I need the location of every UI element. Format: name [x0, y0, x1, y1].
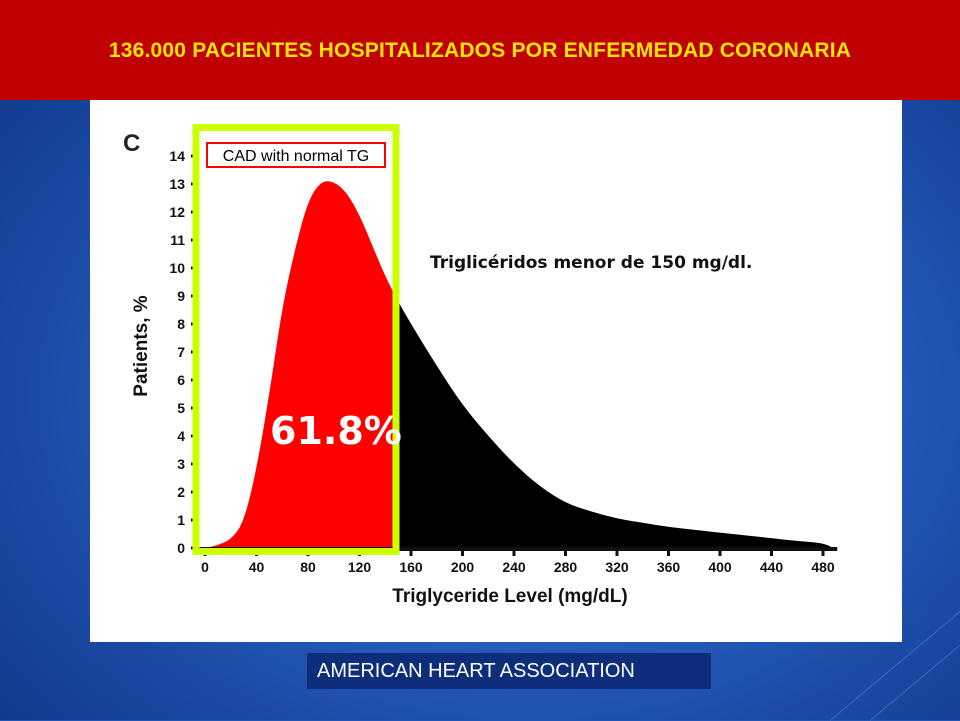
y-tick-label: 4	[177, 428, 185, 444]
y-tick-label: 12	[169, 204, 185, 220]
triglyceride-annotation: Triglicéridos menor de 150 mg/dl.	[430, 253, 752, 273]
y-tick-label: 14	[169, 148, 185, 164]
x-tick-label: 160	[399, 559, 423, 575]
x-axis-label: Triglyceride Level (mg/dL)	[392, 586, 627, 607]
x-tick-label: 440	[760, 559, 784, 575]
x-tick-label: 240	[502, 559, 526, 575]
chart-panel: 0 40 80 120 160 200 240 280 320 360 400 440 480 0 1 2 3 4…	[90, 100, 902, 642]
normal-tg-highlight-box	[192, 124, 400, 555]
x-tick-label: 40	[249, 559, 265, 575]
source-credit: AMERICAN HEART ASSOCIATION	[307, 653, 711, 689]
x-tick-label: 0	[201, 559, 209, 575]
y-tick-label: 6	[177, 372, 185, 388]
x-tick-label: 480	[811, 559, 835, 575]
y-tick-label: 1	[177, 512, 185, 528]
y-tick-label: 5	[177, 400, 185, 416]
slide-title: 136.000 PACIENTES HOSPITALIZADOS POR ENF…	[108, 39, 852, 62]
y-tick-label: 11	[170, 232, 185, 248]
highlight-percentage: 61.8%	[270, 409, 402, 453]
title-bar: 136.000 PACIENTES HOSPITALIZADOS POR ENF…	[0, 0, 960, 100]
legend-box	[206, 142, 386, 168]
x-tick-label: 400	[708, 559, 732, 575]
x-tick-label: 320	[605, 559, 629, 575]
y-tick-label: 8	[177, 316, 185, 332]
distribution-area-below-150	[205, 181, 399, 548]
triglyceride-distribution-chart: 0 40 80 120 160 200 240 280 320 360 400 440 48001234…	[123, 124, 838, 607]
x-tick-label: 280	[554, 559, 578, 575]
source-text: AMERICAN HEART ASSOCIATION	[317, 659, 635, 682]
x-tick-label: 360	[657, 559, 681, 575]
y-tick-label: 13	[169, 176, 185, 192]
y-axis-label: Patients, %	[131, 295, 152, 396]
x-tick-label: 120	[348, 559, 372, 575]
x-tick-label: 80	[300, 559, 316, 575]
y-tick-label: 3	[177, 456, 185, 472]
y-tick-label: 7	[177, 344, 185, 360]
y-tick-label: 2	[177, 484, 185, 500]
x-tick-label: 200	[451, 559, 475, 575]
y-tick-label: 9	[177, 288, 185, 304]
distribution-area-above-150	[398, 301, 834, 548]
legend-label: CAD with normal TG	[223, 148, 369, 165]
y-tick-label: 10	[169, 260, 185, 276]
y-tick-label: 0	[177, 540, 185, 556]
panel-letter: C	[123, 130, 140, 157]
